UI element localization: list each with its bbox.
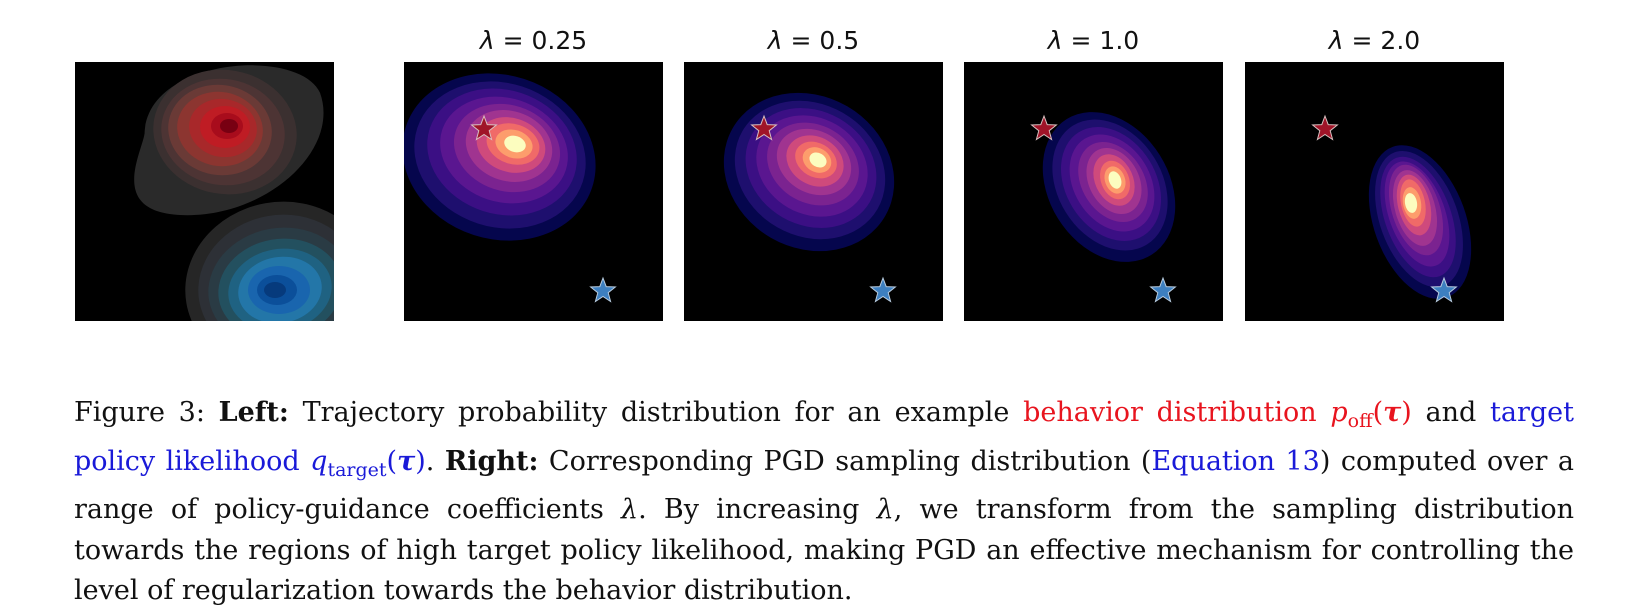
behavior-star-icon	[750, 114, 778, 141]
sampling-distribution-plot	[723, 92, 897, 303]
panel-title-lambda-0-25: λ = 0.25	[479, 26, 588, 55]
sampling-distribution-plot	[404, 73, 617, 303]
target-likelihood-text: target policy likelihood qtarget(τ)	[74, 397, 1574, 481]
target-star-icon	[1149, 276, 1177, 303]
panel-title-lambda-0-5: λ = 0.5	[767, 26, 860, 55]
behavior-distribution-text: behavior distribution poff(τ)	[1023, 397, 1412, 432]
behavior-star-icon	[1311, 114, 1339, 141]
behavior-star-icon	[470, 114, 498, 141]
panel-lambda-1-0	[964, 62, 1223, 321]
panel-title-lambda-2-0: λ = 2.0	[1328, 26, 1421, 55]
panel-lambda-0-5	[684, 62, 943, 321]
behavior-distribution-contours	[134, 65, 324, 216]
target-star-icon	[869, 276, 897, 303]
panel-title-lambda-1-0: λ = 1.0	[1047, 26, 1140, 55]
pgd-contours	[1042, 112, 1176, 262]
caption-right-heading: Right:	[444, 445, 539, 477]
sampling-distribution-plot	[1030, 112, 1177, 303]
pgd-contours	[723, 92, 895, 252]
target-likelihood-contours	[185, 201, 334, 321]
caption-label: Figure 3:	[74, 397, 205, 428]
target-star-icon	[1430, 276, 1458, 303]
figure-caption: Figure 3: Left: Trajectory probability d…	[74, 397, 1574, 606]
panel-lambda-2-0	[1245, 62, 1504, 321]
caption-left-heading: Left:	[218, 397, 289, 428]
panel-lambda-0-25	[404, 62, 663, 321]
figure-3: λ = 0.25 λ = 0.5	[75, 26, 1504, 321]
behavior-star-icon	[1030, 114, 1058, 141]
panel-distributions	[75, 62, 334, 321]
sampling-distribution-plot	[1311, 114, 1472, 303]
pgd-contours	[404, 73, 596, 241]
equation-13-link[interactable]: Equation 13	[1151, 445, 1320, 477]
distributions-plot	[134, 65, 334, 321]
target-star-icon	[589, 276, 617, 303]
pgd-contours	[1368, 145, 1472, 299]
